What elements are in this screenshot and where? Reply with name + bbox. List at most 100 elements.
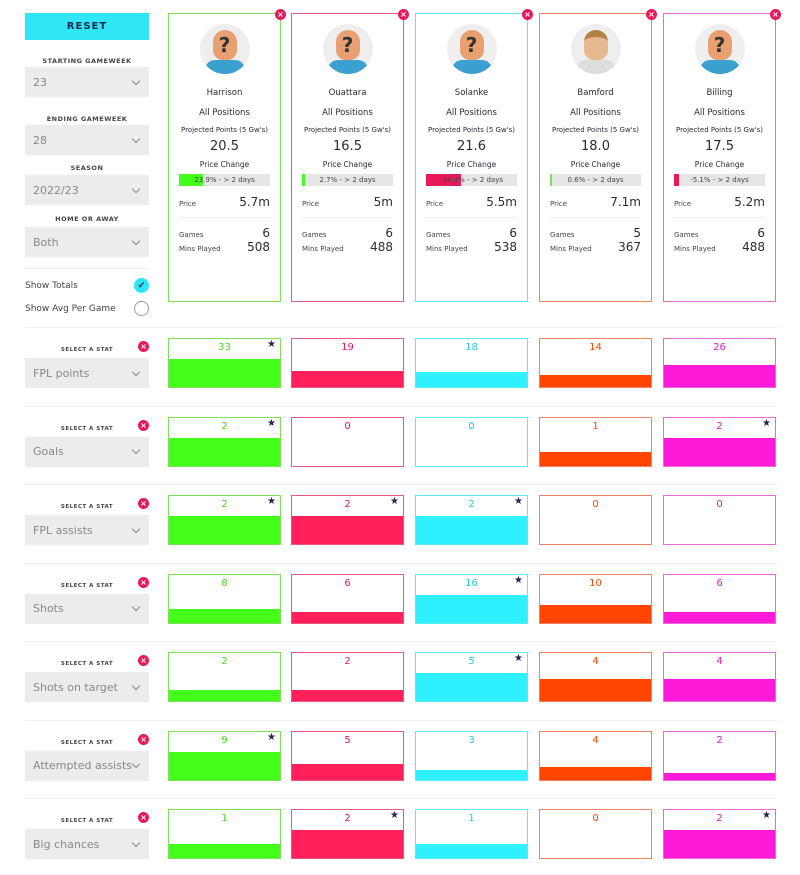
price-label: Price [550, 200, 568, 208]
remove-stat-icon[interactable]: × [138, 655, 149, 666]
stat-value: 0 [592, 813, 599, 824]
shirt [204, 60, 245, 74]
mins-label: Mins Played [179, 245, 221, 253]
stat-name: Shots [33, 602, 64, 615]
filter-select[interactable]: Both [25, 227, 149, 257]
remove-stat-icon[interactable]: × [138, 733, 149, 745]
remove-player-icon[interactable]: × [522, 9, 533, 20]
stat-value: 0 [716, 499, 723, 510]
games-label: Games [302, 231, 327, 239]
stat-value: 0 [344, 420, 351, 432]
player-avatar [570, 24, 621, 74]
remove-player-icon[interactable]: × [275, 9, 286, 20]
stat-select[interactable]: FPL points [25, 358, 149, 388]
stat-box: 14 [539, 338, 652, 388]
stat-name: Attempted assists [33, 759, 133, 772]
remove-stat-icon[interactable]: × [138, 812, 149, 823]
best-star-icon: ★ [762, 417, 771, 429]
stat-box: 2 [663, 730, 776, 781]
reset-button[interactable]: RESET [25, 13, 149, 40]
stat-value: 16 [465, 577, 478, 589]
projected-label: Projected Points (5 Gw's) [427, 126, 516, 134]
checkmark-icon[interactable]: ✔ [134, 278, 149, 293]
projected-label: Projected Points (5 Gw's) [303, 126, 392, 134]
best-star-icon: ★ [390, 810, 399, 821]
stat-box: 2 [168, 652, 281, 702]
stat-fill [540, 605, 651, 623]
stat-select[interactable]: Shots [25, 593, 149, 624]
stat-box: 4 [663, 652, 776, 702]
filter-select[interactable]: 23 [25, 67, 149, 97]
player-position: All Positions [570, 108, 621, 118]
row-divider [25, 484, 777, 485]
stat-value: 2 [716, 813, 723, 824]
remove-stat-icon[interactable]: × [138, 498, 149, 509]
select-stat-label: SELECT A STAT [60, 504, 114, 510]
player-card: × Bamford All Positions Projected Points (5… [539, 9, 657, 302]
stat-fill [292, 689, 403, 701]
remove-stat-icon[interactable]: × [138, 576, 149, 588]
row-divider [25, 719, 777, 721]
stat-value: 4 [592, 734, 599, 746]
shirt [327, 60, 368, 74]
filter-select[interactable]: 28 [25, 125, 149, 155]
stat-select[interactable]: FPL assists [25, 515, 149, 545]
stat-value: 1 [592, 420, 599, 432]
remove-player-icon[interactable]: × [398, 9, 409, 20]
player-card: ×? Harrison All Positions Projected Points … [168, 9, 286, 302]
stat-select[interactable]: Goals [25, 436, 149, 467]
row-divider [25, 405, 777, 407]
stat-box: 0 [663, 495, 776, 545]
stat-value: 9 [221, 734, 228, 746]
price-change-fill [179, 174, 203, 186]
stat-value: 2 [221, 499, 228, 510]
stat-select[interactable]: Attempted assists [25, 750, 149, 781]
stat-fill [169, 689, 280, 701]
player-card: ×? Billing All Positions Projected Points (… [663, 9, 781, 302]
remove-stat-icon[interactable]: × [138, 341, 149, 352]
games-label: Games [550, 231, 575, 239]
stat-fill [416, 770, 527, 780]
stat-value: 26 [713, 342, 726, 353]
stat-value: 2 [716, 734, 723, 746]
show-avg-toggle[interactable]: Show Avg Per Game [25, 301, 149, 316]
stat-box: 10 [539, 573, 652, 624]
stat-value: 4 [592, 656, 599, 667]
show-totals-toggle[interactable]: Show Totals ✔ [25, 278, 149, 293]
games-label: Games [426, 231, 451, 239]
stat-value: 2 [344, 499, 351, 510]
filter-select[interactable]: 2022/23 [25, 175, 149, 205]
stat-box: 2 ★ [415, 495, 528, 545]
stat-select[interactable]: Shots on target [25, 672, 149, 702]
stat-box: 2 ★ [168, 495, 281, 545]
remove-player-icon[interactable]: × [646, 9, 657, 20]
stat-box: 5 [291, 730, 404, 781]
price-value: 7.1m [610, 195, 641, 209]
games-label: Games [179, 231, 204, 239]
divider [674, 217, 765, 218]
stat-box: 16 ★ [415, 573, 528, 624]
games-value: 6 [262, 226, 270, 240]
stat-box: 0 [291, 416, 404, 467]
stat-value: 6 [716, 577, 723, 589]
price-label: Price [302, 200, 320, 208]
stat-fill [416, 673, 527, 701]
stat-select[interactable]: Big chances [25, 829, 149, 859]
stat-fill [292, 830, 403, 858]
stat-name: Goals [33, 445, 64, 458]
price-row: Price 7.1m [540, 195, 651, 209]
player-avatar: ? [199, 24, 250, 74]
games-label: Games [674, 231, 699, 239]
stat-fill [664, 678, 775, 701]
shirt [699, 60, 740, 74]
stat-fill [416, 516, 527, 544]
remove-player-icon[interactable]: × [770, 9, 781, 20]
mins-value: 488 [742, 240, 765, 254]
remove-stat-icon[interactable]: × [138, 419, 149, 431]
stat-fill [292, 370, 403, 387]
head: ? [459, 30, 484, 60]
stat-value: 8 [221, 577, 228, 589]
chevron-down-icon [131, 184, 141, 193]
radio-empty-icon[interactable] [134, 301, 149, 316]
stat-box: 1 [539, 416, 652, 467]
